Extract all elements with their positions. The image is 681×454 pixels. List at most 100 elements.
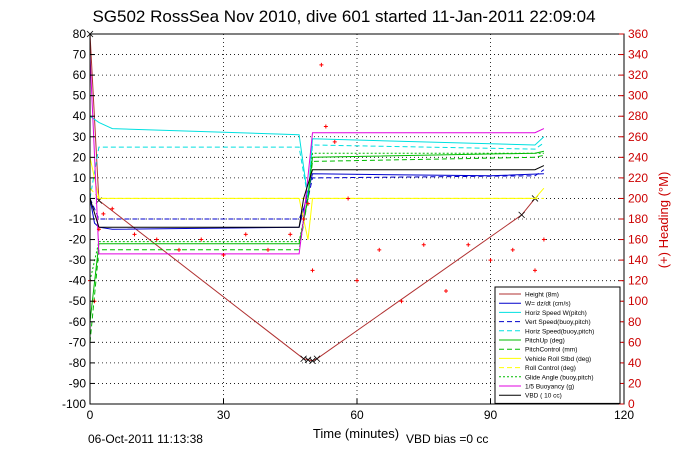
series-vert-speed-buoy-pitch: [89, 169, 545, 220]
x-tick-label: 0: [87, 408, 94, 422]
heading-point: [488, 258, 493, 263]
right-y-tick-label: 160: [628, 233, 648, 247]
y-tick-label: -100: [62, 397, 86, 411]
y-tick-label: -80: [69, 356, 87, 370]
heading-point: [310, 268, 315, 273]
right-y-tick-label: 260: [628, 130, 648, 144]
y-tick-label: 10: [73, 171, 87, 185]
height-point: [518, 211, 525, 219]
heading-point: [533, 268, 537, 273]
heading-point: [101, 211, 106, 216]
legend-entry: Horiz Speed W(pitch): [525, 310, 587, 317]
legend-entry: Glide Angle (buoy,pitch): [525, 374, 594, 381]
heading-point: [306, 201, 311, 206]
series-layer: [86, 30, 546, 365]
right-y-tick-label: 140: [628, 253, 648, 267]
y-tick-label: -40: [69, 274, 87, 288]
heading-point: [177, 247, 181, 252]
height-point: [304, 356, 312, 364]
right-y-tick-label: 240: [628, 150, 648, 164]
right-y-tick-label: 20: [628, 376, 642, 390]
heading-point: [377, 247, 382, 252]
y-tick-label: 70: [73, 48, 87, 62]
x-axis-label: Time (minutes): [313, 426, 399, 441]
footer-timestamp: 06-Oct-2011 11:13:38: [88, 432, 203, 446]
x-tick-label: 60: [350, 408, 364, 422]
right-y-tick-label: 320: [628, 68, 648, 82]
legend: Height (8m) W= dz/dt (cm/s) Horiz Speed W(…: [494, 286, 621, 404]
legend-entry: 1/5 Buoyancy (g): [525, 384, 574, 391]
legend-entry: W= dz/dt (cm/s): [525, 301, 571, 308]
heading-point: [301, 217, 306, 221]
heading-point: [355, 278, 359, 283]
height-point: [313, 355, 321, 363]
height-point: [300, 355, 307, 363]
heading-point: [132, 232, 137, 237]
axes: 0 30 60 90 120-100-90-80-70-60-50-40-30-20-1…: [62, 27, 648, 422]
series-w-dz-dt-cm-s: [89, 173, 544, 230]
legend-entry: Height (8m): [525, 292, 559, 299]
height-markers: [86, 30, 539, 365]
heading-point: [96, 227, 101, 232]
right-y-axis-label: (+) Heading (°M): [656, 172, 671, 269]
footer-vbd-bias: VBD bias =0 cc: [406, 432, 488, 446]
heading-point: [466, 242, 471, 247]
right-y-tick-label: 120: [628, 274, 648, 288]
heading-point: [154, 237, 159, 242]
y-tick-label: -60: [69, 315, 87, 329]
right-y-tick-label: 80: [628, 315, 642, 329]
y-tick-label: 30: [73, 130, 87, 144]
right-y-tick-label: 180: [628, 212, 648, 226]
heading-point: [288, 232, 293, 237]
y-tick-label: 0: [79, 191, 86, 205]
chart-title: SG502 RossSea Nov 2010, dive 601 started…: [92, 7, 595, 26]
legend-box: [494, 286, 621, 404]
right-y-tick-label: 340: [628, 48, 648, 62]
y-tick-label: 50: [73, 89, 87, 103]
right-y-tick-label: 280: [628, 109, 648, 123]
right-y-tick-label: 0: [628, 397, 635, 411]
heading-point: [266, 247, 270, 252]
heading-point: [444, 288, 448, 293]
y-tick-label: -30: [69, 253, 87, 267]
heading-point: [243, 232, 248, 237]
series-vbd-10-cc: [89, 165, 545, 228]
right-y-tick-label: 220: [628, 171, 648, 185]
right-y-tick-label: 300: [628, 89, 648, 103]
legend-entry: VBD ( 10 cc): [525, 393, 562, 400]
series-roll-control-deg: [89, 187, 544, 199]
series-horiz-speed-w-pitch: [89, 115, 545, 199]
y-tick-label: 60: [73, 68, 87, 82]
y-tick-label: 40: [73, 109, 87, 123]
y-tick-label: -20: [69, 233, 87, 247]
legend-entry: Vehicle Roll Stbd (deg): [525, 356, 591, 363]
legend-entry: Vert Speed(buoy,pitch): [525, 319, 591, 326]
y-tick-label: 20: [73, 150, 87, 164]
right-y-tick-label: 100: [628, 294, 648, 308]
y-tick-label: -10: [69, 212, 87, 226]
x-tick-label: 90: [484, 408, 498, 422]
y-tick-label: -90: [69, 376, 87, 390]
heading-point: [332, 139, 337, 144]
height-point: [309, 357, 316, 365]
legend-entry: Horiz Speed(buoy,pitch): [525, 328, 594, 335]
heading-point: [110, 206, 115, 211]
heading-point: [346, 196, 351, 201]
legend-entry: PitchUp (deg): [525, 338, 565, 345]
heading-point: [510, 247, 515, 252]
heading-point: [221, 252, 226, 257]
y-tick-label: 80: [73, 27, 87, 41]
right-y-tick-label: 200: [628, 191, 648, 205]
series-glide-angle-buoy-pitch: [89, 152, 544, 281]
heading-point: [319, 62, 324, 67]
heading-point: [323, 124, 328, 129]
right-y-tick-label: 40: [628, 356, 642, 370]
y-tick-label: -50: [69, 294, 87, 308]
legend-entry: PitchControl (mm): [525, 347, 577, 354]
x-tick-label: 30: [217, 408, 231, 422]
heading-point: [199, 237, 204, 242]
right-y-tick-label: 60: [628, 335, 642, 349]
right-y-tick-label: 360: [628, 27, 648, 41]
legend-entry: Roll Control (deg): [525, 365, 576, 372]
